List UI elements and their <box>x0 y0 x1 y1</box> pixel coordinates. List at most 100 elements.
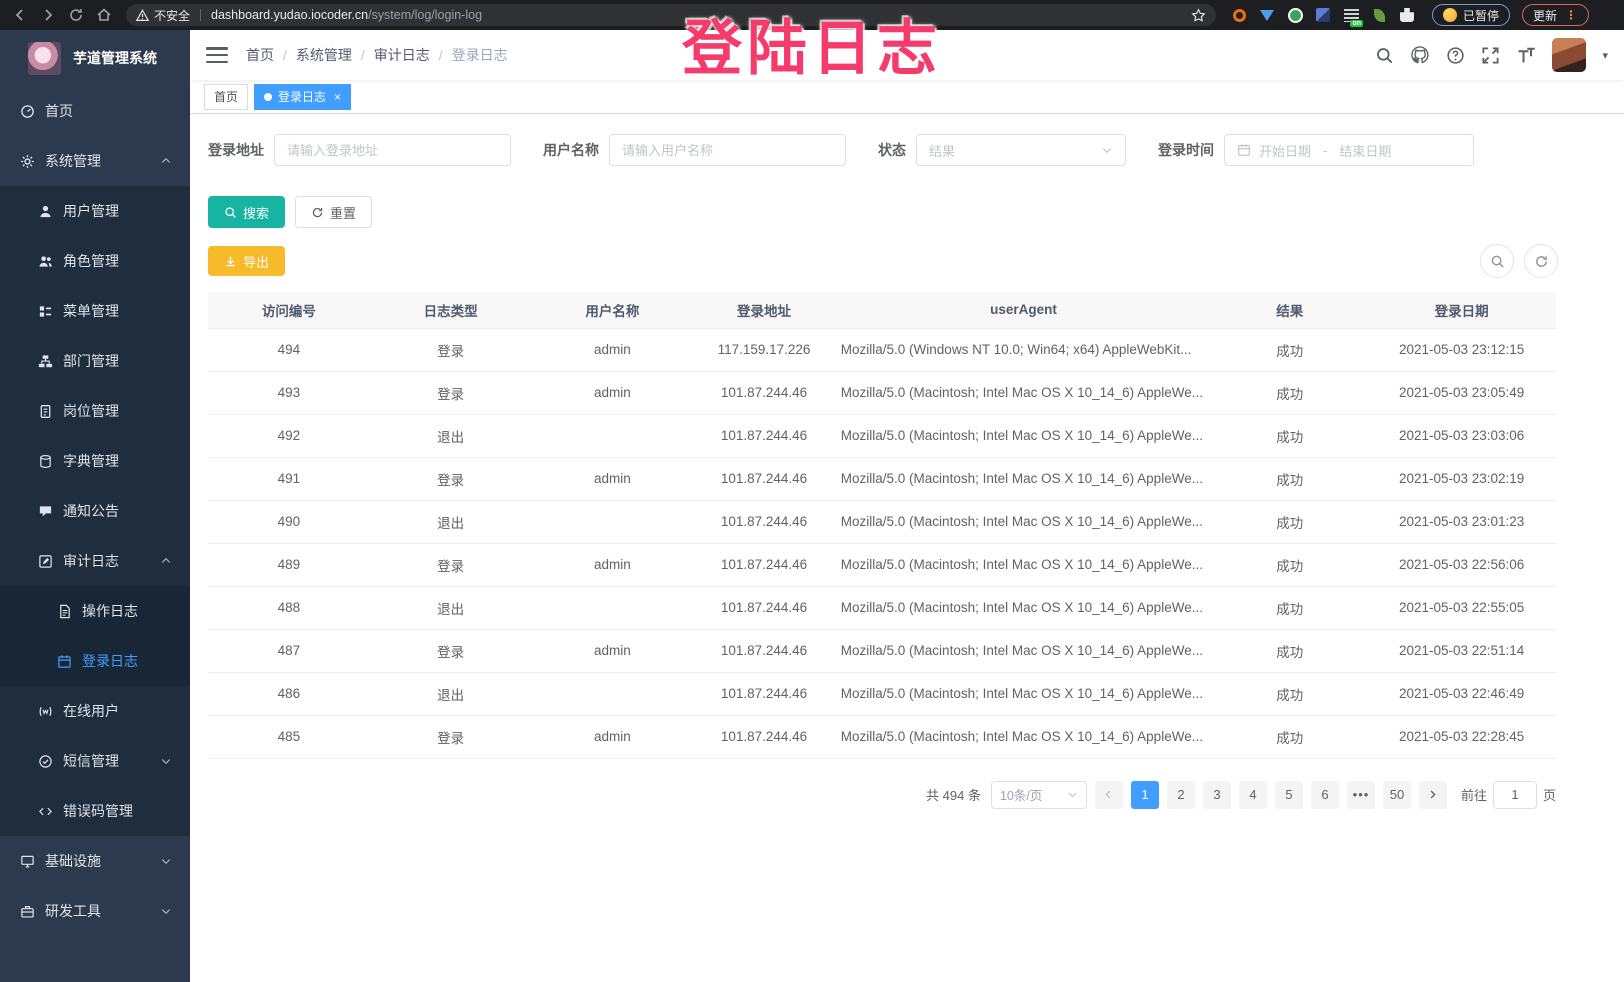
extension-leaf-icon[interactable] <box>1370 6 1388 24</box>
search-button[interactable]: 搜索 <box>208 196 286 228</box>
extension-puzzle-icon[interactable] <box>1398 6 1416 24</box>
table-cell: 登录 <box>369 328 532 372</box>
sidebar-toggle-icon[interactable] <box>206 47 228 63</box>
prev-page-button[interactable] <box>1094 780 1123 809</box>
filter-form: 登录地址 用户名称 状态 结果 登录时间 开始日期 - 结 <box>208 134 1606 166</box>
column-header: userAgent <box>834 292 1213 329</box>
table-cell: 登录 <box>369 371 532 415</box>
paused-label: 已暂停 <box>1463 8 1500 23</box>
app-logo[interactable]: 芋道管理系统 <box>0 30 190 86</box>
extension-gem-icon[interactable] <box>1258 6 1276 24</box>
chevron-up-icon <box>161 557 171 563</box>
page-button-3[interactable]: 3 <box>1202 780 1231 809</box>
tab-label: 登录日志 <box>278 90 327 104</box>
page-button-5[interactable]: 5 <box>1274 780 1303 809</box>
emoji-face-icon <box>1443 8 1457 22</box>
table-cell: 成功 <box>1212 586 1368 630</box>
calendar-icon <box>58 654 71 668</box>
reset-button[interactable]: 重置 <box>295 196 373 228</box>
page-button-2[interactable]: 2 <box>1166 780 1195 809</box>
browser-menu-icon[interactable]: ⋮ <box>1565 8 1579 22</box>
login-address-input[interactable] <box>287 142 498 158</box>
table-cell: admin <box>531 629 694 673</box>
close-tab-icon[interactable]: × <box>334 89 342 104</box>
status-select[interactable]: 结果 <box>916 134 1126 166</box>
sidebar-item-首页[interactable]: 首页 <box>0 86 190 136</box>
security-warning[interactable]: 不安全 <box>136 7 190 24</box>
fullscreen-icon[interactable] <box>1481 46 1500 65</box>
tab-登录日志[interactable]: 登录日志 × <box>254 83 352 110</box>
user-avatar[interactable] <box>1552 38 1587 72</box>
extension-green-circle-icon[interactable] <box>1286 6 1304 24</box>
paused-badge[interactable]: 已暂停 <box>1432 4 1511 26</box>
search-icon[interactable] <box>1375 46 1394 65</box>
table-cell: 2021-05-03 23:01:23 <box>1367 500 1556 544</box>
sidebar-item-角色管理[interactable]: 角色管理 <box>0 236 190 286</box>
table-cell: 491 <box>208 457 370 501</box>
table-cell: 2021-05-03 22:28:45 <box>1367 715 1556 759</box>
github-icon[interactable] <box>1410 45 1430 65</box>
status-label: 状态 <box>878 142 906 158</box>
browser-reload-icon[interactable] <box>64 3 88 27</box>
browser-forward-icon[interactable] <box>36 3 60 27</box>
url-host: dashboard.yudao.iocoder.cn <box>211 8 369 22</box>
sidebar-item-字典管理[interactable]: 字典管理 <box>0 436 190 486</box>
extension-list-icon[interactable]: on <box>1342 6 1363 27</box>
sidebar-item-通知公告[interactable]: 通知公告 <box>0 486 190 536</box>
sidebar-item-研发工具[interactable]: 研发工具 <box>0 886 190 936</box>
breadcrumb-item[interactable]: 首页 <box>246 47 274 63</box>
sidebar-item-基础设施[interactable]: 基础设施 <box>0 836 190 886</box>
page-button-6[interactable]: 6 <box>1310 780 1339 809</box>
table-cell: admin <box>531 715 694 759</box>
page-ellipsis[interactable]: ••• <box>1346 780 1375 809</box>
sidebar-item-登录日志[interactable]: 登录日志 <box>0 636 190 686</box>
extension-blue-squares-icon[interactable] <box>1314 6 1332 24</box>
extension-orange-icon[interactable] <box>1230 6 1248 24</box>
sidebar-item-短信管理[interactable]: 短信管理 <box>0 736 190 786</box>
tab-首页[interactable]: 首页 <box>204 83 249 110</box>
next-page-button[interactable] <box>1418 780 1447 809</box>
font-size-icon[interactable] <box>1516 45 1536 65</box>
refresh-table-button[interactable] <box>1524 244 1558 278</box>
url-bar[interactable]: 不安全 dashboard.yudao.iocoder.cn/system/lo… <box>126 4 1216 26</box>
breadcrumb-item[interactable]: 系统管理 <box>295 47 352 63</box>
toggle-search-button[interactable] <box>1480 244 1514 278</box>
browser-home-icon[interactable] <box>92 3 116 27</box>
sidebar-item-在线用户[interactable]: 在线用户 <box>0 686 190 736</box>
export-button[interactable]: 导出 <box>208 246 286 276</box>
table-row: 491 登录 admin 101.87.244.46 Mozilla/5.0 (Maci… <box>208 457 1556 501</box>
sidebar-item-系统管理[interactable]: 系统管理 <box>0 136 190 186</box>
table-toolbar: 导出 <box>208 244 1606 278</box>
page-size-select[interactable]: 10条/页 <box>990 780 1087 809</box>
sidebar-item-审计日志[interactable]: 审计日志 <box>0 536 190 586</box>
page-button-50[interactable]: 50 <box>1382 780 1411 809</box>
username-label: 用户名称 <box>543 142 599 158</box>
help-icon[interactable] <box>1446 46 1465 65</box>
login-time-range-picker[interactable]: 开始日期 - 结束日期 <box>1224 134 1474 166</box>
table-cell: Mozilla/5.0 (Macintosh; Intel Mac OS X 1… <box>834 500 1213 544</box>
goto-page-input[interactable] <box>1492 780 1537 809</box>
username-field[interactable] <box>609 134 846 166</box>
page-button-4[interactable]: 4 <box>1238 780 1267 809</box>
page-button-1[interactable]: 1 <box>1130 780 1159 809</box>
status-select-placeholder: 结果 <box>929 143 956 159</box>
sidebar-item-部门管理[interactable]: 部门管理 <box>0 336 190 386</box>
infra-icon <box>21 855 34 868</box>
login-address-field[interactable] <box>274 134 511 166</box>
bookmark-star-icon[interactable] <box>1191 7 1206 23</box>
sidebar-item-label: 系统管理 <box>45 153 101 169</box>
browser-back-icon[interactable] <box>8 3 32 27</box>
sidebar-item-菜单管理[interactable]: 菜单管理 <box>0 286 190 336</box>
breadcrumb-item[interactable]: 审计日志 <box>373 47 430 63</box>
table-cell: 2021-05-03 23:03:06 <box>1367 414 1556 458</box>
sidebar-item-操作日志[interactable]: 操作日志 <box>0 586 190 636</box>
update-button[interactable]: 更新 ⋮ <box>1522 4 1590 26</box>
tags-view-bar: 首页 登录日志 × <box>190 80 1624 114</box>
sidebar-item-岗位管理[interactable]: 岗位管理 <box>0 386 190 436</box>
table-cell: 492 <box>208 414 370 458</box>
sidebar-item-label: 研发工具 <box>45 903 101 919</box>
username-input[interactable] <box>622 142 833 158</box>
avatar-caret-icon[interactable]: ▾ <box>1602 49 1608 62</box>
sidebar-item-用户管理[interactable]: 用户管理 <box>0 186 190 236</box>
sidebar-item-错误码管理[interactable]: 错误码管理 <box>0 786 190 836</box>
